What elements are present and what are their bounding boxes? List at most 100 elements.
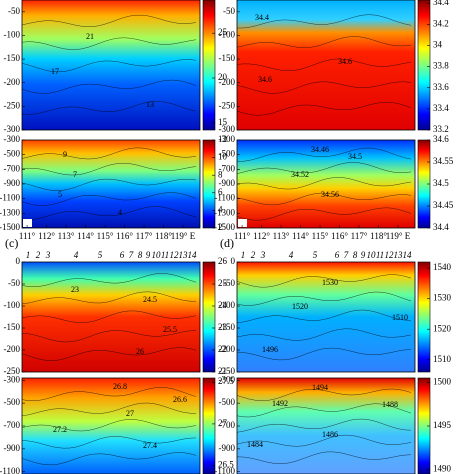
contour-label: 1530 (322, 278, 338, 287)
plot-frame (21, 0, 201, 131)
x-tick-label: 113° (58, 231, 75, 241)
contour-label: 24.5 (143, 295, 157, 304)
y-tick-label: -1300 (214, 207, 235, 217)
contour-line (236, 291, 412, 306)
colorbar-tick-label: 25 (218, 278, 228, 288)
colorbar-tick-label: 21 (218, 366, 227, 376)
x-tick-label: 111° (234, 231, 251, 241)
colorbar-tick-label: 34.4 (433, 222, 449, 232)
x-tick-label: 114° (292, 231, 309, 241)
station-number: 9 (146, 250, 151, 260)
colorbar (417, 261, 431, 373)
contour-line (21, 273, 197, 288)
contour-line (236, 192, 412, 206)
contour-line (21, 79, 197, 94)
y-tick-label: -250 (4, 366, 21, 376)
contour-line (237, 14, 412, 29)
contour-line (236, 347, 412, 361)
colorbar-tick-label: 1530 (433, 293, 452, 303)
colorbar-tick-label: 33.2 (433, 124, 449, 134)
x-tick-label: 114° (77, 231, 94, 241)
contour-line (21, 291, 197, 305)
colorbar-tick-label: 34.5 (433, 178, 449, 188)
contour-field (237, 378, 415, 474)
contour-line (236, 451, 412, 464)
contour-label: 34.56 (321, 190, 339, 199)
contour-line (21, 14, 197, 28)
contour-line (236, 207, 412, 221)
x-tick-label: 119° E (386, 231, 411, 241)
y-tick-label: -150 (219, 53, 236, 63)
colorbar-tick-label: 15 (218, 117, 228, 127)
x-tick-label: 117° (351, 231, 368, 241)
colorbar (202, 377, 216, 474)
station-number: 4 (289, 250, 294, 260)
y-tick-label: -700 (4, 420, 21, 430)
y-tick-label: -900 (219, 178, 236, 188)
contour-field (22, 262, 200, 372)
y-tick-label: -700 (219, 163, 236, 173)
colorbar-tick-label: 2 (218, 222, 223, 232)
y-tick-label: -900 (4, 178, 21, 188)
x-tick-label: 111° (19, 231, 36, 241)
y-tick-label: -300 (4, 374, 21, 384)
contour-line (21, 101, 197, 115)
contour-label: 27.4 (143, 441, 157, 450)
y-tick-label: -300 (4, 124, 21, 134)
contour-label: 21 (86, 32, 94, 41)
colorbar-tick-label: 1495 (433, 420, 452, 430)
colorbar-tick-label: 27.5 (218, 376, 234, 386)
y-tick-label: -50 (8, 278, 20, 288)
y-tick-label: -300 (219, 134, 236, 144)
colorbar-tick-label: 33.8 (433, 61, 449, 71)
contour-line (21, 162, 197, 176)
contour-label: 26.6 (173, 395, 187, 404)
colorbar-tick-label: 34.45 (433, 200, 454, 210)
x-tick-label: 115° (312, 231, 329, 241)
contour-line (21, 330, 197, 343)
y-tick-label: -500 (4, 397, 21, 407)
contour-field (22, 378, 200, 474)
colorbar-tick-label: 24 (218, 300, 228, 310)
contour-line (236, 81, 412, 94)
station-number: 3 (260, 250, 266, 260)
y-tick-label: -100 (4, 30, 21, 40)
x-tick-label: 118° (370, 231, 387, 241)
contour-line (236, 403, 412, 418)
station-number: 8 (138, 250, 143, 260)
colorbar-tick-label: 10 (218, 152, 228, 162)
y-tick-label: -200 (219, 77, 236, 87)
y-tick-label: -250 (219, 100, 236, 110)
contour-label: 1492 (272, 399, 288, 408)
contour-line (236, 58, 412, 71)
colorbar-tick-label: 25 (218, 27, 228, 37)
contour-line (236, 309, 412, 324)
y-tick-label: -1100 (0, 466, 20, 474)
y-tick-label: -100 (219, 30, 236, 40)
y-tick-label: -300 (219, 374, 236, 384)
y-tick-label: -50 (223, 278, 235, 288)
colorbar-tick-label: 1510 (433, 354, 452, 364)
station-number: 5 (313, 250, 318, 260)
colorbar-tick-label: 34.2 (433, 18, 449, 28)
station-number: 5 (98, 250, 103, 260)
colorbar-tick-label: 33.6 (433, 82, 449, 92)
station-number: 14 (188, 250, 198, 260)
station-number: 9 (361, 250, 366, 260)
contour-label: 34.4 (255, 13, 269, 22)
x-tick-label: 118° (155, 231, 172, 241)
x-tick-label: 112° (38, 231, 55, 241)
y-tick-label: -700 (4, 163, 21, 173)
colorbar-tick-label: 6 (218, 187, 223, 197)
contour-label: 13 (146, 100, 154, 109)
colorbar-tick-label: 20 (218, 72, 228, 82)
colorbar-tick-label: 34.6 (433, 134, 449, 144)
contour-label: 34.6 (258, 75, 272, 84)
x-tick-label: 115° (97, 231, 114, 241)
contour-label: 34.46 (311, 145, 329, 154)
plot-frame (236, 261, 416, 373)
contour-line (21, 347, 197, 361)
contour-line (21, 37, 197, 50)
station-number: 2 (36, 250, 41, 260)
